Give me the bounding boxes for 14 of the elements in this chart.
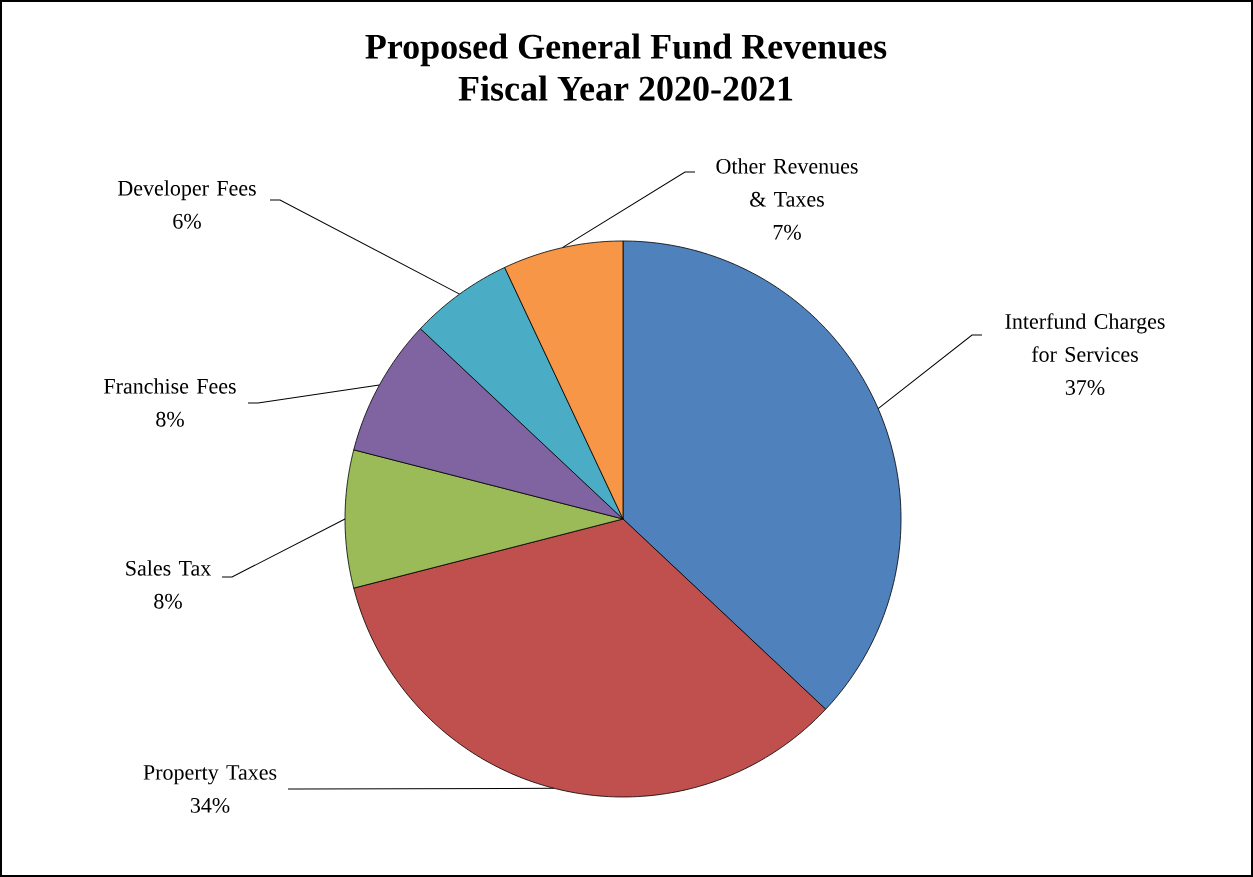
data-label: 37%	[1065, 380, 1105, 395]
slice-label: Interfund Charges for Services	[1005, 313, 1165, 362]
chart-subtitle: Fiscal Year 2020-2021	[458, 75, 793, 101]
data-label: 34%	[190, 797, 230, 813]
slice-label: Franchise Fees	[104, 378, 236, 394]
data-label: 6%	[173, 213, 201, 229]
data-label: 7%	[773, 224, 801, 240]
data-label: 8%	[156, 411, 184, 427]
data-label: 8%	[154, 593, 182, 609]
chart-title: Proposed General Fund Revenues	[365, 33, 887, 67]
slice-label: Other Revenues & Taxes	[716, 158, 858, 207]
slice-label: Developer Fees	[118, 180, 256, 201]
slice-label: Property Taxes	[143, 765, 277, 785]
slice-label: Sales Tax	[126, 560, 211, 576]
